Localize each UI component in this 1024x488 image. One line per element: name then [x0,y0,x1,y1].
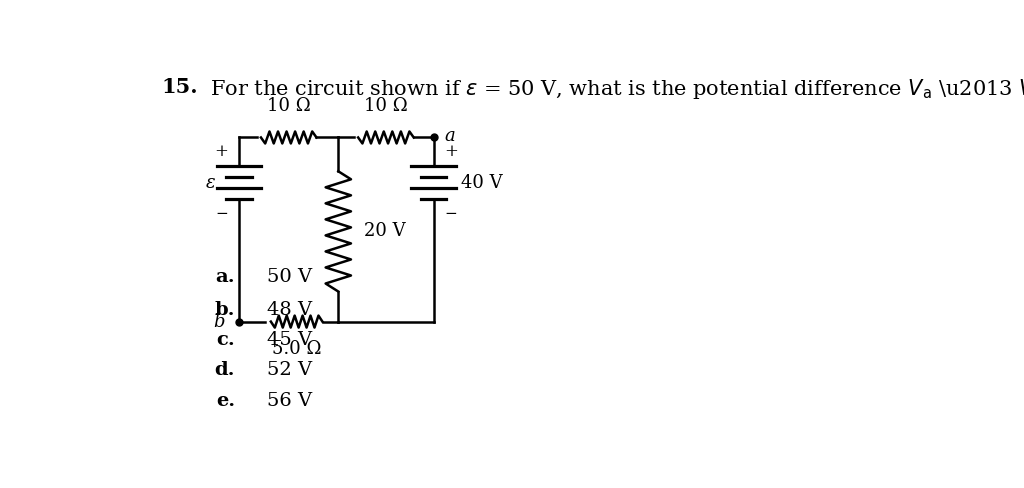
Text: −: − [215,207,228,221]
Text: +: + [444,143,458,160]
Text: 48 V: 48 V [267,301,312,319]
Text: 50 V: 50 V [267,267,312,285]
Text: d.: d. [215,362,236,380]
Text: +: + [215,143,228,160]
Text: a.: a. [215,267,236,285]
Text: −: − [444,207,458,221]
Text: 52 V: 52 V [267,362,312,380]
Text: e.: e. [216,391,236,409]
Text: 20 V: 20 V [365,223,407,241]
Text: 45 V: 45 V [267,331,312,349]
Text: b.: b. [215,301,236,319]
Text: a: a [444,126,456,144]
Text: For the circuit shown if $\varepsilon$ = 50 V, what is the potential difference : For the circuit shown if $\varepsilon$ =… [210,77,1024,102]
Text: 5.0 Ω: 5.0 Ω [272,341,322,358]
Text: c.: c. [216,331,236,349]
Text: 40 V: 40 V [462,174,503,192]
Text: 10 Ω: 10 Ω [267,97,310,115]
Text: 15.: 15. [162,77,198,97]
Text: 56 V: 56 V [267,391,312,409]
Text: b: b [213,313,225,330]
Text: 10 Ω: 10 Ω [365,97,408,115]
Text: ε: ε [206,174,215,192]
